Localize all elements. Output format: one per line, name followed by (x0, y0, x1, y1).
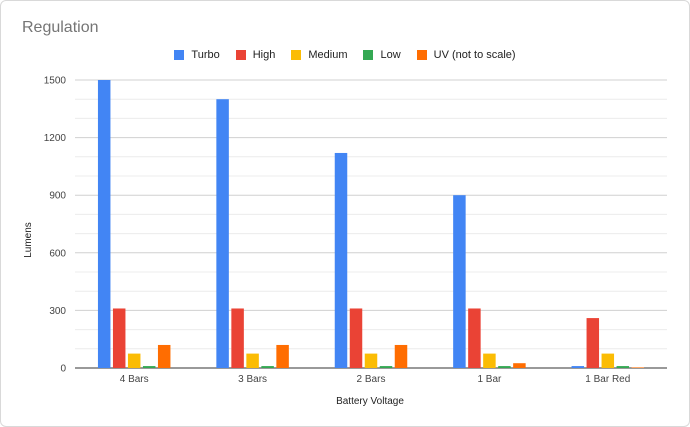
y-tick-labels: 0 300 600 900 1200 1500 (44, 76, 67, 375)
x-tick-label: 1 Bar Red (585, 374, 630, 385)
bar-low-3 (498, 366, 511, 368)
bar-turbo-2 (334, 152, 348, 368)
gridlines (75, 79, 667, 369)
y-tick-label: 1200 (44, 133, 67, 144)
bar-high-3 (468, 308, 481, 368)
bar-low-0 (142, 366, 156, 368)
bar-turbo-3 (453, 195, 466, 368)
x-axis-label: Battery Voltage (336, 396, 404, 407)
legend-item: Turbo (174, 49, 220, 61)
y-tick-label: 900 (49, 191, 66, 202)
y-axis-label: Lumens (23, 222, 34, 258)
legend-swatch (174, 50, 185, 60)
bar-low-1 (261, 366, 274, 368)
bar-turbo-4 (571, 366, 585, 368)
x-tick-label: 1 Bar (477, 374, 502, 385)
bar-medium-0 (127, 353, 141, 368)
y-tick-label: 300 (49, 306, 66, 317)
x-tick-label: 4 Bars (120, 374, 149, 385)
legend-item: High (235, 49, 276, 61)
legend-item: Medium (291, 49, 347, 61)
x-tick-labels: 4 Bars 3 Bars 2 Bars 1 Bar 1 Bar Red (120, 374, 631, 385)
bar-medium-2 (364, 353, 378, 368)
legend-item: Low (363, 49, 401, 61)
bar-uv-2 (394, 344, 408, 368)
legend-label: UV (not to scale) (433, 49, 516, 61)
bar-uv-4 (631, 367, 645, 368)
bar-high-1 (231, 308, 244, 368)
y-tick-label: 1500 (44, 76, 67, 87)
y-tick-label: 0 (60, 364, 66, 375)
bar-medium-4 (601, 353, 615, 368)
legend-swatch (235, 50, 246, 60)
bar-high-4 (586, 318, 600, 368)
chart-legend: Turbo High Medium Low UV (not to scale) (0, 49, 690, 61)
bar-low-4 (616, 366, 630, 368)
legend-swatch (291, 50, 302, 60)
bar-uv-1 (276, 344, 289, 368)
legend-item: UV (not to scale) (416, 49, 516, 61)
x-tick-label: 3 Bars (238, 374, 267, 385)
bar-turbo-0 (97, 80, 111, 368)
bar-medium-1 (246, 353, 259, 368)
bar-uv-0 (157, 344, 171, 368)
bar-low-2 (379, 366, 393, 368)
legend-swatch (416, 50, 427, 60)
legend-label: Low (380, 49, 401, 61)
legend-swatch (363, 50, 374, 60)
y-tick-label: 600 (49, 248, 66, 259)
bar-high-2 (349, 308, 363, 368)
x-tick-label: 2 Bars (357, 374, 386, 385)
legend-label: High (252, 49, 276, 61)
bars (97, 80, 645, 368)
bar-high-0 (112, 308, 126, 368)
chart-title: Regulation (22, 19, 99, 36)
bar-uv-3 (513, 363, 526, 368)
bar-turbo-1 (216, 99, 229, 368)
bar-medium-3 (483, 353, 496, 368)
legend-label: Turbo (191, 49, 220, 61)
legend-label: Medium (308, 49, 348, 61)
